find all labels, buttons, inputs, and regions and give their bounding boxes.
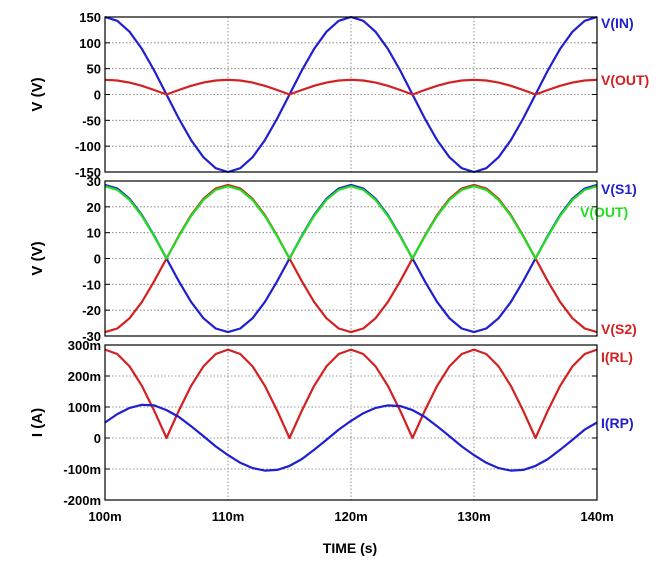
legend-entry: I(RL)	[601, 349, 633, 365]
y-tick-label: 100	[79, 36, 101, 51]
x-tick-label: 100m	[88, 509, 121, 524]
x-tick-label: 120m	[334, 509, 367, 524]
x-tick-label: 140m	[580, 509, 613, 524]
x-axis-label: TIME (s)	[323, 540, 377, 556]
series-line-irp	[104, 403, 598, 472]
y-tick-label: 100m	[68, 400, 101, 415]
series-line-vout	[104, 185, 598, 260]
x-tick-label: 110m	[212, 509, 245, 524]
y-tick-label: 20	[87, 200, 101, 215]
series-line-vout	[104, 78, 598, 96]
y-axis-label: V (V)	[29, 241, 46, 275]
plot-frame	[104, 16, 598, 173]
y-tick-label: -100m	[63, 462, 101, 477]
legend-entry: V(OUT)	[580, 204, 628, 220]
plot-frame	[104, 344, 598, 501]
y-tick-label: -30	[82, 329, 101, 344]
y-tick-label: 0	[94, 431, 101, 446]
y-axis-label: V (V)	[29, 77, 46, 111]
plot-frame	[104, 180, 598, 337]
y-tick-label: 150	[79, 10, 101, 25]
y-tick-label: -10	[82, 277, 101, 292]
y-tick-label: -200m	[63, 493, 101, 508]
y-tick-label: -150	[75, 165, 101, 180]
series-line-irl	[104, 348, 598, 440]
y-tick-label: -20	[82, 303, 101, 318]
legend-entry: V(OUT)	[601, 72, 649, 88]
x-tick-label: 130m	[457, 509, 490, 524]
y-tick-label: -50	[82, 113, 101, 128]
series-line-vs1	[104, 183, 598, 334]
y-tick-label: 200m	[68, 369, 101, 384]
y-tick-label: 300m	[68, 338, 101, 353]
legend-entry: I(RP)	[601, 415, 634, 431]
y-tick-label: 0	[94, 252, 101, 267]
y-tick-label: 50	[87, 62, 101, 77]
y-tick-label: 10	[87, 226, 101, 241]
legend-entry: V(S1)	[601, 181, 637, 197]
legend-entry: V(IN)	[601, 15, 634, 31]
y-axis-label: I (A)	[29, 408, 46, 437]
y-tick-label: 0	[94, 88, 101, 103]
legend-entry: V(S2)	[601, 321, 637, 337]
y-tick-label: 30	[87, 174, 101, 189]
y-tick-label: -100	[75, 139, 101, 154]
